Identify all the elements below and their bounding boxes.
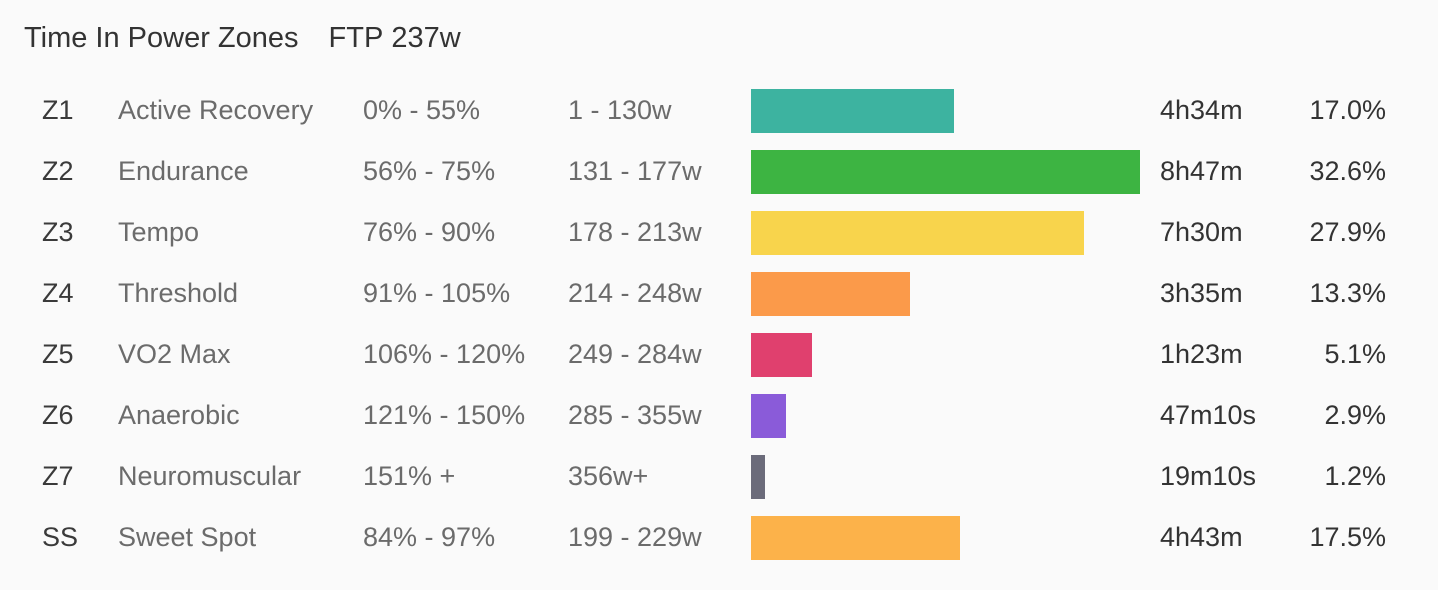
zone-watt-range: 249 - 284w (568, 339, 702, 369)
zone-bar (751, 516, 960, 560)
zone-row-z2: Z2 Endurance 56% - 75% 131 - 177w 8h47m 32.6% (0, 141, 1438, 202)
zone-code: Z4 (42, 278, 74, 308)
zone-ftp-percent-range: 0% - 55% (363, 95, 481, 125)
zone-share-label: 13.3% (1309, 278, 1386, 308)
zone-bar-track (751, 272, 1140, 316)
zone-bar (751, 333, 812, 377)
zone-time: 1h23m (1160, 339, 1243, 369)
zone-share-label: 2.9% (1324, 400, 1386, 430)
zone-bar (751, 394, 786, 438)
zone-row-z6: Z6 Anaerobic 121% - 150% 285 - 355w 47m10s 2.… (0, 385, 1438, 446)
zone-ftp-percent-range: 91% - 105% (363, 278, 511, 308)
ftp-label: FTP (328, 21, 384, 54)
chart-header: Time In Power Zones FTP 237w (24, 16, 461, 60)
zone-name: Tempo (118, 217, 200, 247)
zone-ftp-percent-range: 151% + (363, 461, 456, 491)
zone-code: Z7 (42, 461, 74, 491)
zone-code: Z6 (42, 400, 74, 430)
zone-name: Anaerobic (118, 400, 240, 430)
zone-watt-range: 131 - 177w (568, 156, 702, 186)
ftp-value: 237w (391, 21, 461, 54)
zone-watt-range: 199 - 229w (568, 522, 702, 552)
zone-code: Z5 (42, 339, 74, 369)
zone-watt-range: 285 - 355w (568, 400, 702, 430)
zone-name: Active Recovery (118, 95, 314, 125)
zone-ftp-percent-range: 106% - 120% (363, 339, 526, 369)
zone-code: Z1 (42, 95, 74, 125)
zone-bar (751, 89, 954, 133)
zone-ftp-percent-range: 76% - 90% (363, 217, 496, 247)
zone-bar-track (751, 211, 1140, 255)
zone-code: Z3 (42, 217, 74, 247)
zone-ftp-percent-range: 56% - 75% (363, 156, 496, 186)
zone-bar-track (751, 394, 1140, 438)
zone-row-z4: Z4 Threshold 91% - 105% 214 - 248w 3h35m 13.3… (0, 263, 1438, 324)
zone-row-z3: Z3 Tempo 76% - 90% 178 - 213w 7h30m 27.9% (0, 202, 1438, 263)
zone-name: Threshold (118, 278, 239, 308)
zone-ftp-percent-range: 84% - 97% (363, 522, 496, 552)
zone-bar (751, 455, 765, 499)
zone-name: VO2 Max (118, 339, 231, 369)
zone-bar-track (751, 89, 1140, 133)
zone-bar-track (751, 333, 1140, 377)
zone-time: 4h43m (1160, 522, 1243, 552)
zone-watt-range: 178 - 213w (568, 217, 702, 247)
chart-title: Time In Power Zones (24, 21, 299, 54)
zone-share-label: 5.1% (1324, 339, 1386, 369)
zone-watt-range: 356w+ (568, 461, 649, 491)
zone-bar-track (751, 150, 1140, 194)
zone-table: Z1 Active Recovery 0% - 55% 1 - 130w 4h34m 17… (0, 80, 1438, 568)
zone-share-label: 17.0% (1309, 95, 1386, 125)
zone-row-z1: Z1 Active Recovery 0% - 55% 1 - 130w 4h34m 17… (0, 80, 1438, 141)
zone-watt-range: 1 - 130w (568, 95, 672, 125)
zone-time: 7h30m (1160, 217, 1243, 247)
zone-bar-track (751, 516, 1140, 560)
zone-share-label: 17.5% (1309, 522, 1386, 552)
zone-name: Neuromuscular (118, 461, 302, 491)
zone-bar (751, 150, 1140, 194)
zone-time: 4h34m (1160, 95, 1243, 125)
zone-share-label: 1.2% (1324, 461, 1386, 491)
zone-bar (751, 211, 1084, 255)
zone-row-z5: Z5 VO2 Max 106% - 120% 249 - 284w 1h23m 5.1% (0, 324, 1438, 385)
zone-code: Z2 (42, 156, 74, 186)
zone-bar-track (751, 455, 1140, 499)
zone-row-z7: Z7 Neuromuscular 151% + 356w+ 19m10s 1.2% (0, 446, 1438, 507)
zone-share-label: 32.6% (1309, 156, 1386, 186)
zone-name: Sweet Spot (118, 522, 257, 552)
zone-code: SS (42, 522, 79, 552)
zone-time: 19m10s (1160, 461, 1257, 491)
zone-share-label: 27.9% (1309, 217, 1386, 247)
zone-time: 3h35m (1160, 278, 1243, 308)
zone-bar (751, 272, 910, 316)
zone-watt-range: 214 - 248w (568, 278, 702, 308)
zone-row-ss: SS Sweet Spot 84% - 97% 199 - 229w 4h43m 17.5… (0, 507, 1438, 568)
zone-time: 8h47m (1160, 156, 1243, 186)
zone-time: 47m10s (1160, 400, 1257, 430)
zone-ftp-percent-range: 121% - 150% (363, 400, 526, 430)
zone-name: Endurance (118, 156, 249, 186)
